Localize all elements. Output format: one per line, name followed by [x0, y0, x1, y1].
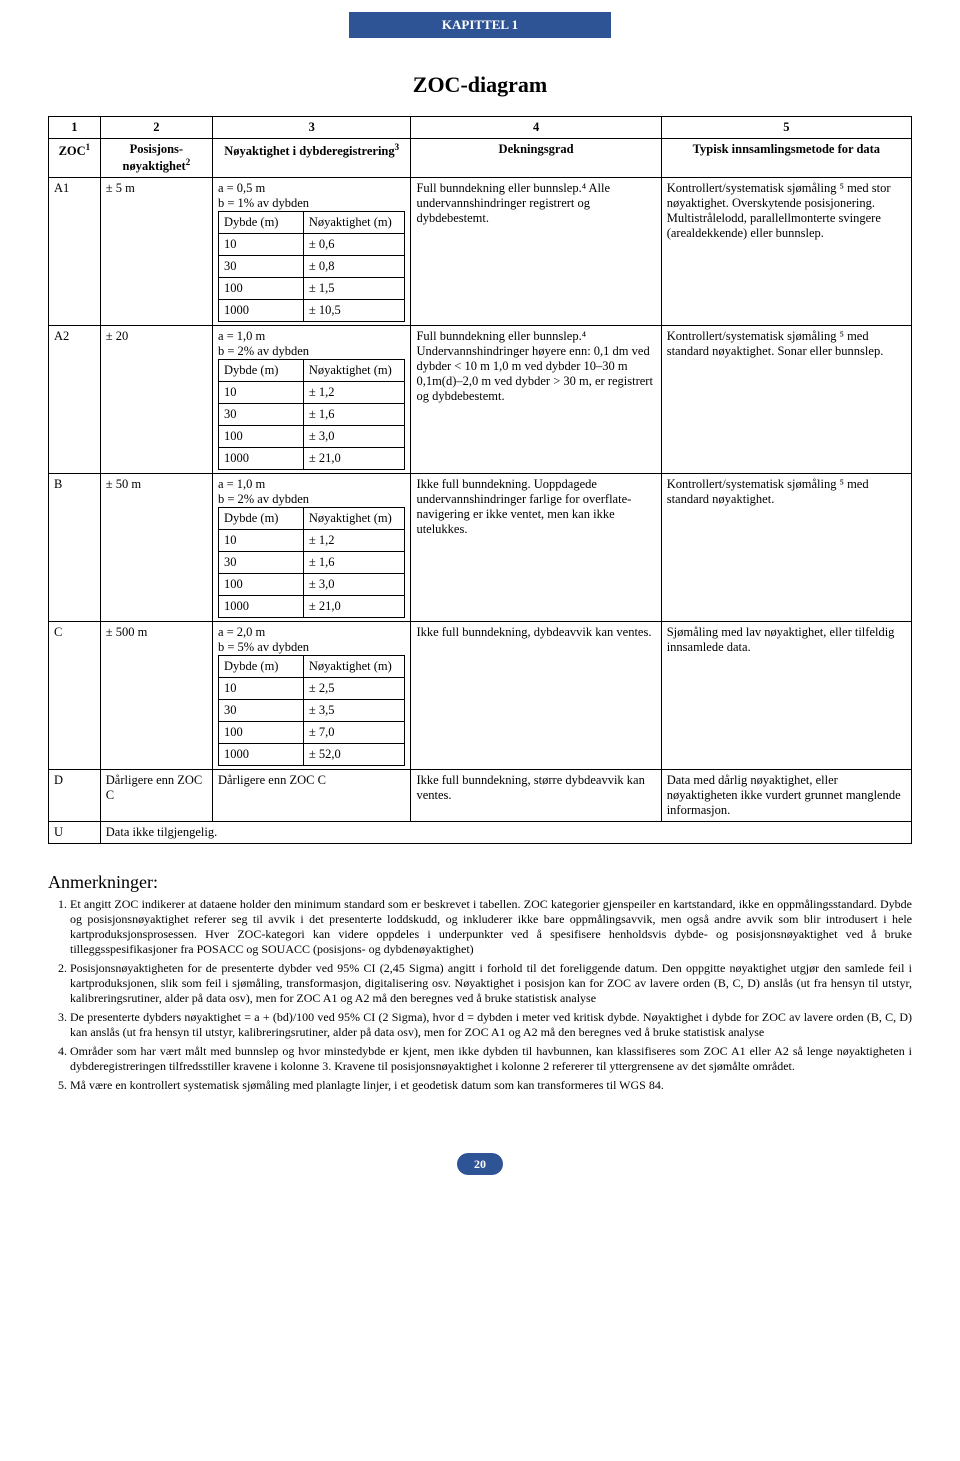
pos-cell: ± 50 m	[100, 474, 212, 622]
table-row: C ± 500 m a = 2,0 mb = 5% av dybden Dybd…	[49, 622, 912, 770]
h-cov: Dekningsgrad	[411, 139, 661, 178]
annotation-item: Områder som har vært målt med bunnslep o…	[70, 1044, 912, 1074]
pos-cell: Dårligere enn ZOC C	[100, 770, 212, 822]
cov-cell: Ikke full bunndekning. Uoppdagede underv…	[411, 474, 661, 622]
coln-5: 5	[661, 117, 911, 139]
cov-cell: Ikke full bunndekning, dybdeavvik kan ve…	[411, 622, 661, 770]
table-row: U Data ikke tilgjengelig.	[49, 822, 912, 844]
met-cell: Sjømåling med lav nøyaktighet, eller til…	[661, 622, 911, 770]
h-depth: Nøyaktighet i dybderegistrering3	[212, 139, 410, 178]
annotations-list: Et angitt ZOC indikerer at dataene holde…	[48, 897, 912, 1093]
annotation-item: De presenterte dybders nøyaktighet = a +…	[70, 1010, 912, 1040]
page-number-badge: 20	[457, 1153, 503, 1175]
pos-cell: ± 5 m	[100, 178, 212, 326]
depth-cell: a = 1,0 mb = 2% av dybden Dybde (m)Nøyak…	[212, 474, 410, 622]
depth-cell: Dårligere enn ZOC C	[212, 770, 410, 822]
zoc-cell: C	[49, 622, 101, 770]
annotations-heading: Anmerkninger:	[48, 872, 912, 893]
zoc-table: 1 2 3 4 5 ZOC1 Posisjons-nøyaktighet2 Nø…	[48, 116, 912, 844]
cov-cell: Full bunndekning eller bunnslep.⁴ Alle u…	[411, 178, 661, 326]
depth-cell: a = 2,0 mb = 5% av dybden Dybde (m)Nøyak…	[212, 622, 410, 770]
depth-cell: a = 0,5 mb = 1% av dybden Dybde (m)Nøyak…	[212, 178, 410, 326]
page-title: ZOC-diagram	[48, 72, 912, 98]
zoc-cell: A1	[49, 178, 101, 326]
met-cell: Kontrollert/systematisk sjømåling ⁵ med …	[661, 326, 911, 474]
zoc-cell: D	[49, 770, 101, 822]
table-row: D Dårligere enn ZOC C Dårligere enn ZOC …	[49, 770, 912, 822]
pos-cell: ± 500 m	[100, 622, 212, 770]
cov-cell: Full bunndekning eller bunnslep.⁴ Underv…	[411, 326, 661, 474]
h-met: Typisk innsamlingsmetode for data	[661, 139, 911, 178]
met-cell: Kontrollert/systematisk sjømåling ⁵ med …	[661, 178, 911, 326]
chapter-tab: KAPITTEL 1	[349, 12, 611, 38]
zoc-cell: B	[49, 474, 101, 622]
header-row: ZOC1 Posisjons-nøyaktighet2 Nøyaktighet …	[49, 139, 912, 178]
coln-3: 3	[212, 117, 410, 139]
met-cell: Kontrollert/systematisk sjømåling ⁵ med …	[661, 474, 911, 622]
coln-1: 1	[49, 117, 101, 139]
h-zoc: ZOC1	[49, 139, 101, 178]
coln-4: 4	[411, 117, 661, 139]
annotation-item: Må være en kontrollert systematisk sjømå…	[70, 1078, 912, 1093]
col-number-row: 1 2 3 4 5	[49, 117, 912, 139]
annotation-item: Et angitt ZOC indikerer at dataene holde…	[70, 897, 912, 957]
zoc-cell: A2	[49, 326, 101, 474]
coln-2: 2	[100, 117, 212, 139]
u-cell: Data ikke tilgjengelig.	[100, 822, 911, 844]
zoc-cell: U	[49, 822, 101, 844]
table-row: A2 ± 20 a = 1,0 mb = 2% av dybden Dybde …	[49, 326, 912, 474]
page: ZOC-diagram 1 2 3 4 5 ZOC1 Posisjons-nøy…	[0, 38, 960, 1235]
h-pos: Posisjons-nøyaktighet2	[100, 139, 212, 178]
met-cell: Data med dårlig nøyaktighet, eller nøyak…	[661, 770, 911, 822]
pos-cell: ± 20	[100, 326, 212, 474]
table-row: A1 ± 5 m a = 0,5 mb = 1% av dybden Dybde…	[49, 178, 912, 326]
annotation-item: Posisjonsnøyaktigheten for de presentert…	[70, 961, 912, 1006]
depth-cell: a = 1,0 mb = 2% av dybden Dybde (m)Nøyak…	[212, 326, 410, 474]
cov-cell: Ikke full bunndekning, større dybdeavvik…	[411, 770, 661, 822]
table-row: B ± 50 m a = 1,0 mb = 2% av dybden Dybde…	[49, 474, 912, 622]
